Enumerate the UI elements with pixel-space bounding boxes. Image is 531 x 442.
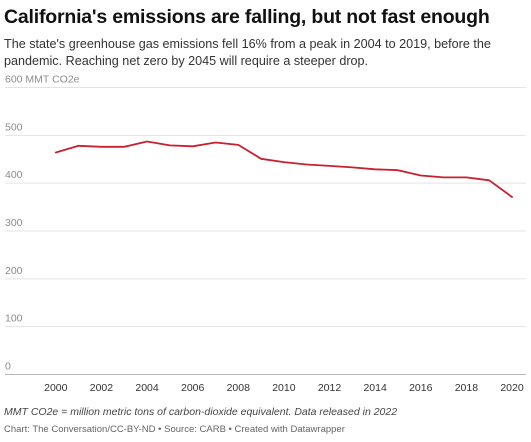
x-tick-label: 2006 — [181, 382, 205, 394]
series-lines — [54, 140, 513, 198]
chart-source: Chart: The Conversation/CC-BY-ND • Sourc… — [4, 424, 345, 435]
x-tick-label: 2014 — [363, 382, 387, 394]
x-tick-label: 2000 — [44, 382, 68, 394]
x-tick-label: 2020 — [500, 382, 524, 394]
y-tick-label: 0 — [5, 361, 11, 373]
y-tick-label: 200 — [5, 265, 23, 277]
x-tick-label: 2010 — [272, 382, 296, 394]
series-line-emissions — [54, 140, 513, 198]
y-tick-label: 400 — [5, 169, 23, 181]
y-tick-label: 100 — [5, 313, 23, 325]
chart-subtitle: The state's greenhouse gas emissions fel… — [4, 37, 491, 68]
y-tick-label: 300 — [5, 217, 23, 229]
x-tick-label: 2012 — [318, 382, 342, 394]
chart-note: MMT CO2e = million metric tons of carbon… — [4, 406, 398, 418]
x-tick-label: 2008 — [227, 382, 251, 394]
chart-title: California's emissions are falling, but … — [4, 6, 490, 28]
y-tick-labels: 0 100 200 300 400 500 600 MMT CO2e — [5, 74, 80, 373]
x-tick-labels: 2000 2002 2004 2006 2008 2010 2012 2014 2016 2018… — [44, 382, 524, 394]
x-tick-label: 2002 — [90, 382, 114, 394]
x-tick-label: 2018 — [455, 382, 479, 394]
x-tick-label: 2004 — [135, 382, 159, 394]
gridlines — [5, 87, 526, 375]
y-tick-label: 500 — [5, 121, 23, 133]
y-tick-label: 600 MMT CO2e — [5, 74, 80, 86]
x-tick-label: 2016 — [409, 382, 433, 394]
